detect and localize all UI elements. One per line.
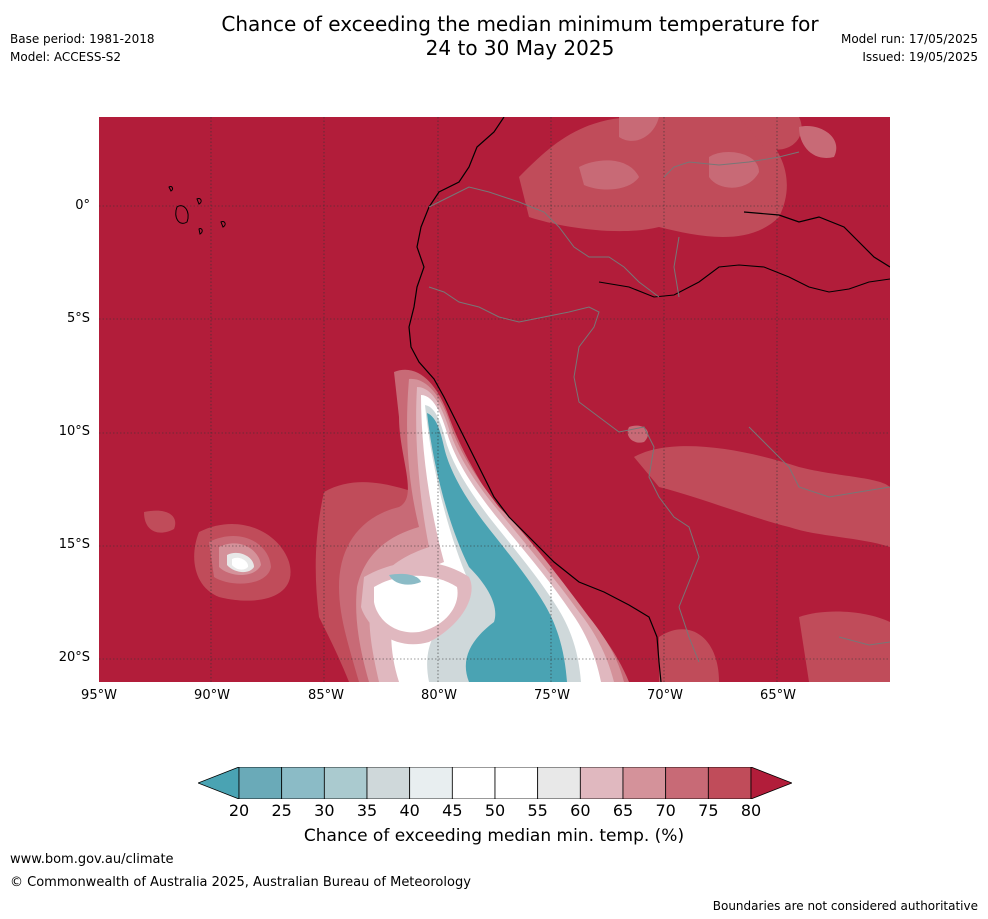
colorbar-segment [665, 766, 709, 800]
lat-label-20s: 20°S [58, 650, 90, 665]
lat-label-15s: 15°S [58, 537, 90, 552]
colorbar [196, 766, 794, 800]
colorbar-tick-label: 55 [527, 801, 548, 820]
colorbar-segment [707, 766, 752, 800]
patch-coast-20 [427, 413, 567, 682]
patch-west-6 [232, 557, 249, 570]
colorbar-tick-label: 20 [228, 801, 250, 820]
lon-label-70w: 70°W [647, 688, 683, 703]
colorbar-segment [494, 766, 539, 800]
lon-label-85w: 85°W [308, 688, 344, 703]
colorbar-tick-label: 40 [399, 801, 420, 820]
colorbar-arrow-low [196, 766, 240, 800]
lon-label-75w: 75°W [534, 688, 570, 703]
colorbar-tick-label: 30 [314, 801, 335, 820]
colorbar-tick-label: 75 [698, 801, 719, 820]
title-line-2: 24 to 30 May 2025 [425, 36, 615, 60]
lat-label-0: 0° [75, 198, 90, 213]
colorbar-segment [323, 766, 368, 800]
patch-east-4 [627, 425, 649, 443]
lon-label-95w: 95°W [81, 688, 117, 703]
colorbar-tick-label: 60 [570, 801, 591, 820]
colorbar-arrow-high [750, 766, 794, 800]
patch-north-1 [519, 117, 787, 237]
boundary-disclaimer: Boundaries are not considered authoritat… [712, 899, 978, 913]
patch-offshore-2 [374, 575, 458, 633]
coastline-south-america [408, 117, 662, 682]
colorbar-label: Chance of exceeding median min. temp. (%… [303, 826, 685, 846]
coastline-north [743, 211, 890, 268]
website-link[interactable]: www.bom.gov.au/climate [10, 852, 174, 867]
country-boundaries [428, 151, 890, 663]
title-line-1: Chance of exceeding the median minimum t… [221, 12, 819, 36]
colorbar-segment [451, 766, 496, 800]
lon-label-80w: 80°W [421, 688, 457, 703]
map-canvas [99, 117, 890, 682]
patch-east-1 [634, 446, 890, 547]
colorbar-segment [238, 766, 283, 800]
copyright-notice: © Commonwealth of Australia 2025, Austra… [10, 875, 471, 890]
colorbar-tick-label: 80 [740, 801, 762, 820]
patch-north-4 [619, 117, 659, 141]
colorbar-tick-label: 35 [356, 801, 378, 820]
galapagos-islands [168, 186, 226, 235]
colorbar-tick-label: 70 [655, 801, 676, 820]
graticule [99, 117, 890, 682]
colorbar-graphic [196, 766, 794, 800]
lon-label-65w: 65°W [760, 688, 796, 703]
lat-label-5s: 5°S [66, 311, 90, 326]
amazon-river [598, 264, 890, 298]
colorbar-tick-label: 45 [442, 801, 463, 820]
colorbar-segment [537, 766, 581, 800]
colorbar-segment [366, 766, 411, 800]
colorbar-segment [622, 766, 667, 800]
colorbar-segment [409, 766, 453, 800]
colorbar-tick-label: 65 [612, 801, 634, 820]
lat-label-10s: 10°S [58, 424, 90, 439]
patch-north-5 [739, 117, 802, 150]
meta-left: Base period: 1981-2018 Model: ACCESS-S2 [10, 30, 155, 66]
lon-label-90w: 90°W [194, 688, 230, 703]
colorbar-segment [579, 766, 624, 800]
colorbar-tick-label: 25 [271, 801, 292, 820]
model-run: Model run: 17/05/2025 [840, 32, 978, 46]
meta-right: Model run: 17/05/2025 Issued: 19/05/2025 [841, 30, 978, 66]
patch-north-6 [799, 126, 837, 158]
base-period: Base period: 1981-2018 [10, 32, 155, 46]
patch-east-2 [799, 611, 890, 682]
patch-offshore-3 [389, 573, 421, 585]
probability-map [99, 117, 890, 682]
patch-west-1 [144, 510, 176, 533]
map-title: Chance of exceeding the median minimum t… [0, 12, 988, 60]
patch-east-3 [659, 629, 719, 682]
colorbar-tick-label: 50 [484, 801, 506, 820]
patch-north-3 [709, 152, 759, 188]
issued-date: Issued: 19/05/2025 [862, 50, 978, 64]
colorbar-segment [281, 766, 325, 800]
patch-north-2 [579, 160, 639, 190]
model-name: Model: ACCESS-S2 [10, 50, 122, 64]
